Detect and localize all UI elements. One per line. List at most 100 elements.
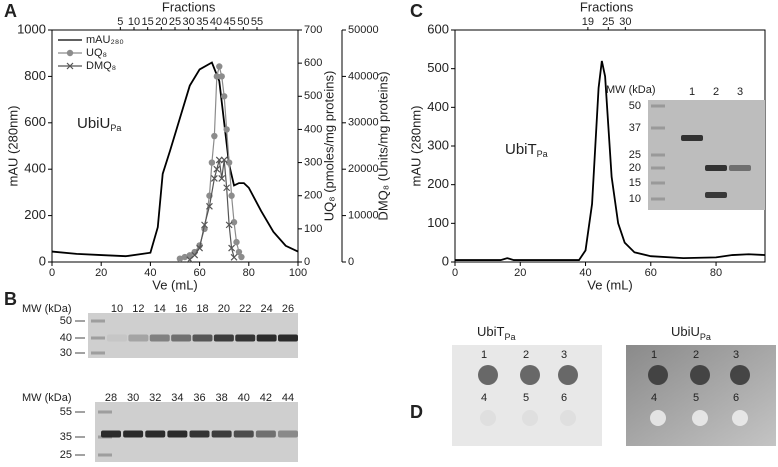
gel-band (256, 334, 277, 342)
x2-tick-label: 20 (155, 16, 167, 28)
spot (692, 410, 708, 426)
gel-band (91, 351, 105, 355)
series-line (189, 159, 235, 261)
blot-title-main: UbiU (671, 324, 700, 339)
y2-tick-label: 0 (304, 256, 310, 268)
gel-mw-label: MW (kDa) (22, 392, 72, 404)
spot (730, 365, 750, 385)
x-tick-label: 20 (95, 267, 107, 279)
x2-tick-label: 5 (117, 16, 123, 28)
panel-label: A (4, 1, 17, 21)
gel-marker: 10 (629, 193, 641, 205)
inset-gel (648, 100, 765, 210)
gel-band (278, 334, 298, 342)
y2-tick-label: 200 (304, 190, 322, 202)
y-tick-label: 200 (427, 176, 449, 191)
gel-band (98, 453, 112, 457)
point (215, 156, 223, 164)
series-line (455, 60, 766, 261)
annotation: UbiTPa (505, 141, 548, 159)
gel-band (651, 153, 665, 157)
x2-tick-label: 15 (142, 16, 154, 28)
point (218, 73, 225, 80)
blot-image (626, 345, 776, 446)
point (228, 192, 235, 199)
gel-band (651, 104, 665, 108)
point (233, 238, 240, 246)
gel-marker: 25 (60, 449, 72, 461)
gel-band (171, 334, 192, 342)
gel-band (213, 334, 234, 342)
point (176, 255, 184, 262)
gel-lane: 38 (216, 392, 228, 404)
y3-tick-label: 40000 (348, 70, 379, 82)
gel-band (167, 430, 188, 438)
gel-mw-label: MW (kDa) (606, 84, 656, 96)
spot-number: 2 (693, 349, 699, 361)
spot-number: 1 (651, 349, 657, 361)
y-tick-label: 500 (427, 60, 449, 75)
y-axis-label: mAU (280nm) (408, 106, 423, 187)
gel-band (651, 126, 665, 130)
y2-tick-label: 400 (304, 123, 322, 135)
x-tick-label: 100 (289, 267, 307, 279)
point (196, 244, 204, 252)
x2-tick-label: 45 (224, 16, 236, 28)
point (230, 219, 238, 226)
gel-marker: 20 (629, 162, 641, 174)
y-tick-label: 400 (427, 99, 449, 114)
x-tick-label: 80 (243, 267, 255, 279)
y-tick-label: 0 (39, 253, 46, 268)
gel-band (149, 334, 170, 342)
spot (648, 365, 668, 385)
y3-tick-label: 0 (348, 256, 354, 268)
y-tick-label: 600 (427, 21, 449, 36)
gel-band (123, 430, 144, 438)
point (213, 73, 221, 80)
point (211, 132, 218, 140)
y-tick-label: 100 (427, 215, 449, 230)
y-tick-label: 400 (24, 161, 46, 176)
point (230, 253, 238, 261)
x2-tick-label: 40 (210, 16, 222, 28)
x2-tick-label: 19 (582, 16, 594, 28)
y3-tick-label: 50000 (348, 24, 379, 36)
x-tick-label: 40 (579, 267, 591, 279)
gel-lane: 12 (132, 303, 144, 315)
gel-mw-label: MW (kDa) (22, 303, 72, 315)
gel-band (189, 430, 210, 438)
gel-marker: 15 (629, 177, 641, 189)
gel-marker: 35 (60, 431, 72, 443)
legend-label: DMQ₈ (86, 60, 116, 72)
point (201, 221, 208, 229)
gel-band (705, 192, 727, 198)
gel-band (128, 334, 149, 342)
gel-band (211, 430, 232, 438)
spot (478, 365, 498, 385)
gel-lane: 28 (105, 392, 117, 404)
x-tick-label: 20 (514, 267, 526, 279)
point (206, 202, 213, 210)
point (210, 175, 218, 182)
y2-tick-label: 500 (304, 90, 322, 102)
gel-band (278, 430, 298, 438)
gel-marker: 50 (629, 100, 641, 112)
x-tick-label: 60 (645, 267, 657, 279)
point (221, 93, 228, 100)
spot-number: 5 (523, 392, 529, 404)
gel-lane: 44 (282, 392, 294, 404)
point (66, 49, 74, 57)
x2-tick-label: 30 (183, 16, 195, 28)
gel-marker: 55 (60, 406, 72, 418)
annotation-sub: Pa (537, 149, 548, 159)
spot (480, 410, 496, 426)
gel-lane: 36 (193, 392, 205, 404)
gel-lane: 22 (239, 303, 251, 315)
gel-lane: 26 (282, 303, 294, 315)
gel-lane: 40 (238, 392, 250, 404)
panel-label: C (410, 1, 423, 21)
y-axis-label: mAU (280nm) (5, 106, 20, 187)
x2-axis-label: Fractions (580, 0, 634, 14)
blot-title-sub: Pa (504, 332, 515, 342)
